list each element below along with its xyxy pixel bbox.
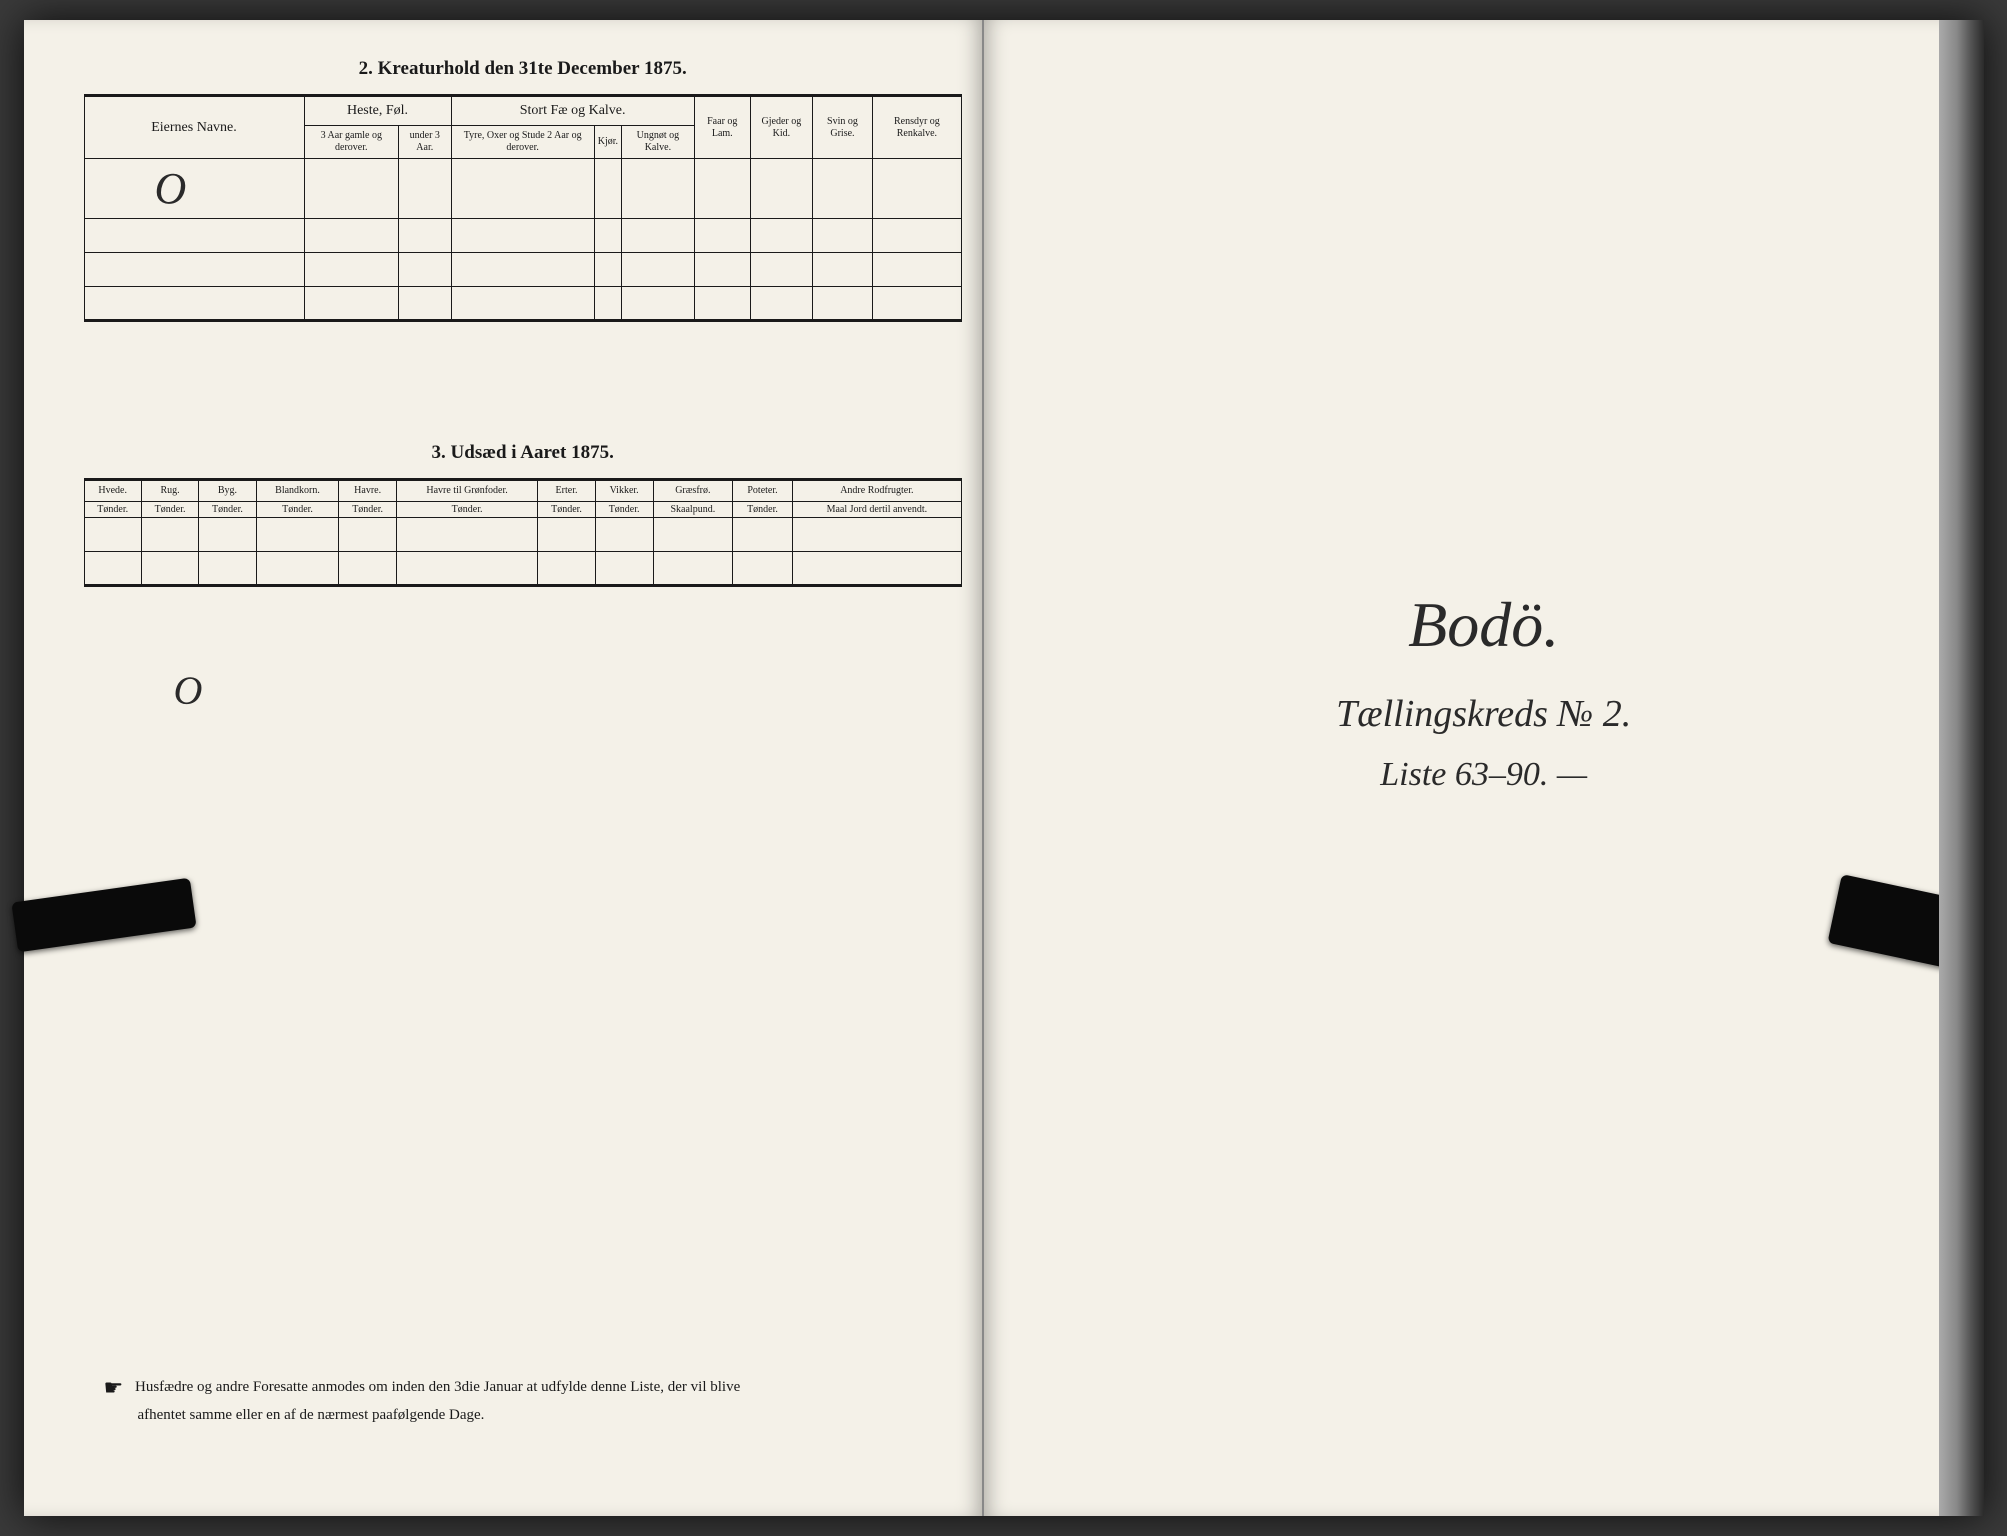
hw-liste: Liste 63–90. — <box>984 756 1984 794</box>
footer-line1: Husfædre og andre Foresatte anmodes om i… <box>135 1378 740 1394</box>
col-vikker: Vikker. <box>595 480 653 502</box>
col-graesfro: Græsfrø. <box>653 480 733 502</box>
unit: Tønder. <box>538 502 595 518</box>
pointing-hand-icon: ☛ <box>104 1371 124 1404</box>
handwritten-zero-1: O <box>155 164 187 213</box>
col-poteter: Poteter. <box>733 480 793 502</box>
col-ren: Rensdyr og Renkalve. <box>872 96 961 159</box>
col-svin: Svin og Grise. <box>813 96 873 159</box>
col-rodfrugt: Andre Rodfrugter. <box>792 480 961 502</box>
book-spread: 2. Kreaturhold den 31te December 1875. E… <box>24 20 1984 1516</box>
right-page: Bodö. Tællingskreds № 2. Liste 63–90. — <box>984 20 1984 1516</box>
table-row <box>84 518 961 552</box>
hw-place: Bodö. <box>984 588 1984 662</box>
table-row <box>84 287 961 321</box>
table-udsaed: Hvede. Rug. Byg. Blandkorn. Havre. Havre… <box>84 478 962 587</box>
unit: Tønder. <box>339 502 396 518</box>
col-blandkorn: Blandkorn. <box>256 480 339 502</box>
sub-fae-3: Ungnøt og Kalve. <box>622 126 695 159</box>
col-rug: Rug. <box>141 480 198 502</box>
col-havre: Havre. <box>339 480 396 502</box>
section2-title: 2. Kreaturhold den 31te December 1875. <box>84 58 962 80</box>
unit: Maal Jord dertil anvendt. <box>792 502 961 518</box>
col-group-fae: Stort Fæ og Kalve. <box>451 96 694 126</box>
unit: Skaalpund. <box>653 502 733 518</box>
col-faar: Faar og Lam. <box>694 96 750 159</box>
unit: Tønder. <box>84 502 141 518</box>
footer-line2: afhentet samme eller en af de nærmest pa… <box>138 1404 485 1427</box>
table-row <box>84 253 961 287</box>
footer-note: ☛ Husfædre og andre Foresatte anmodes om… <box>104 1371 942 1427</box>
sub-fae-1: Tyre, Oxer og Stude 2 Aar og derover. <box>451 126 594 159</box>
sub-heste-1: 3 Aar gamle og derover. <box>304 126 399 159</box>
sub-fae-2: Kjør. <box>594 126 621 159</box>
left-page: 2. Kreaturhold den 31te December 1875. E… <box>24 20 984 1516</box>
table-row <box>84 219 961 253</box>
unit-row: Tønder. Tønder. Tønder. Tønder. Tønder. … <box>84 502 961 518</box>
unit: Tønder. <box>733 502 793 518</box>
unit: Tønder. <box>199 502 256 518</box>
col-hvede: Hvede. <box>84 480 141 502</box>
section3-title: 3. Udsæd i Aaret 1875. <box>84 442 962 464</box>
col-byg: Byg. <box>199 480 256 502</box>
table-row: O <box>84 159 961 219</box>
hw-kreds: Tællingskreds № 2. <box>984 692 1984 736</box>
unit: Tønder. <box>256 502 339 518</box>
book-edge-right <box>1939 20 1984 1516</box>
col-havre-gf: Havre til Grønfoder. <box>396 480 538 502</box>
table-kreaturhold: Eiernes Navne. Heste, Føl. Stort Fæ og K… <box>84 94 962 322</box>
col-erter: Erter. <box>538 480 595 502</box>
unit: Tønder. <box>595 502 653 518</box>
col-group-heste: Heste, Føl. <box>304 96 451 126</box>
sub-heste-2: under 3 Aar. <box>399 126 452 159</box>
right-handwriting: Bodö. Tællingskreds № 2. Liste 63–90. — <box>984 588 1984 794</box>
col-gjeder: Gjeder og Kid. <box>750 96 812 159</box>
unit: Tønder. <box>396 502 538 518</box>
page-clip-left <box>11 878 196 953</box>
col-eier: Eiernes Navne. <box>84 96 304 159</box>
table-row <box>84 552 961 586</box>
unit: Tønder. <box>141 502 198 518</box>
handwritten-zero-2: O <box>174 667 962 714</box>
